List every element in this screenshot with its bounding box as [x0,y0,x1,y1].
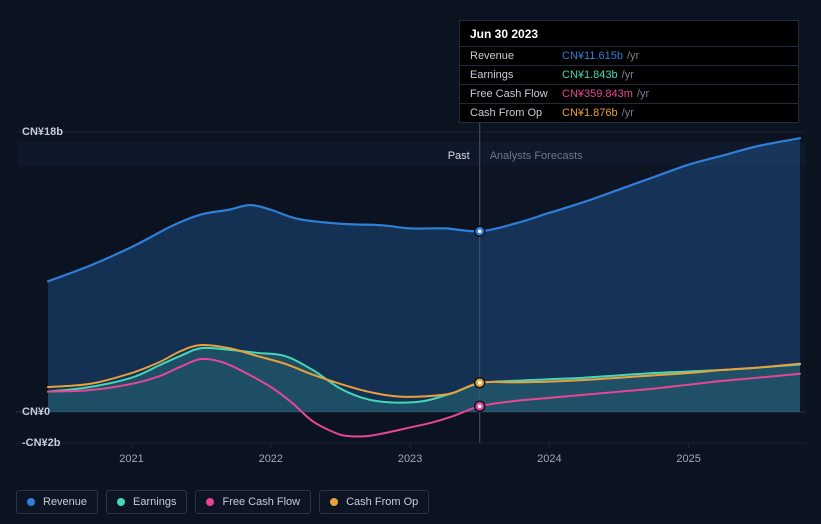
legend-item-revenue[interactable]: Revenue [16,490,98,514]
legend-item-label: Free Cash Flow [222,496,300,508]
tooltip-date: Jun 30 2023 [460,21,798,46]
legend-item-cfo[interactable]: Cash From Op [319,490,429,514]
section-label-forecast: Analysts Forecasts [490,150,583,162]
legend-item-label: Cash From Op [346,496,418,508]
tooltip-row-cfo: Cash From OpCN¥1.876b/yr [460,103,798,122]
cursor-marker-cfo [475,378,485,388]
chart-tooltip: Jun 30 2023 RevenueCN¥11.615b/yrEarnings… [459,20,799,123]
x-axis-label: 2025 [676,453,700,465]
financial-forecast-chart: CN¥18b CN¥0 -CN¥2b 2021 2022 2023 2024 2025 Pa… [0,0,821,524]
tooltip-row-label: Cash From Op [470,107,562,119]
legend-marker-icon [27,498,35,506]
legend-marker-icon [206,498,214,506]
tooltip-row-label: Free Cash Flow [470,88,562,100]
tooltip-row-label: Earnings [470,69,562,81]
tooltip-row-earnings: EarningsCN¥1.843b/yr [460,65,798,84]
tooltip-row-unit: /yr [637,88,649,100]
tooltip-row-value: CN¥1.876b [562,107,618,119]
legend-item-label: Earnings [133,496,176,508]
tooltip-row-value: CN¥1.843b [562,69,618,81]
x-axis-label: 2022 [259,453,283,465]
x-axis-label: 2023 [398,453,422,465]
x-axis-label: 2024 [537,453,561,465]
tooltip-row-unit: /yr [622,107,634,119]
x-axis-label: 2021 [119,453,143,465]
tooltip-row-value: CN¥359.843m [562,88,633,100]
legend-marker-icon [330,498,338,506]
tooltip-row-unit: /yr [622,69,634,81]
legend-marker-icon [117,498,125,506]
tooltip-row-label: Revenue [470,50,562,62]
tooltip-row-unit: /yr [627,50,639,62]
legend-item-fcf[interactable]: Free Cash Flow [195,490,311,514]
y-axis-label: CN¥0 [22,406,50,418]
tooltip-row-revenue: RevenueCN¥11.615b/yr [460,46,798,65]
chart-legend: Revenue Earnings Free Cash Flow Cash From O… [16,490,429,514]
tooltip-row-value: CN¥11.615b [562,50,623,62]
y-axis-label: CN¥18b [22,126,63,138]
tooltip-row-fcf: Free Cash FlowCN¥359.843m/yr [460,84,798,103]
y-axis-label: -CN¥2b [22,437,61,449]
legend-item-earnings[interactable]: Earnings [106,490,187,514]
cursor-marker-revenue [475,226,485,236]
cursor-marker-fcf [475,401,485,411]
section-label-past: Past [448,150,470,162]
legend-item-label: Revenue [43,496,87,508]
